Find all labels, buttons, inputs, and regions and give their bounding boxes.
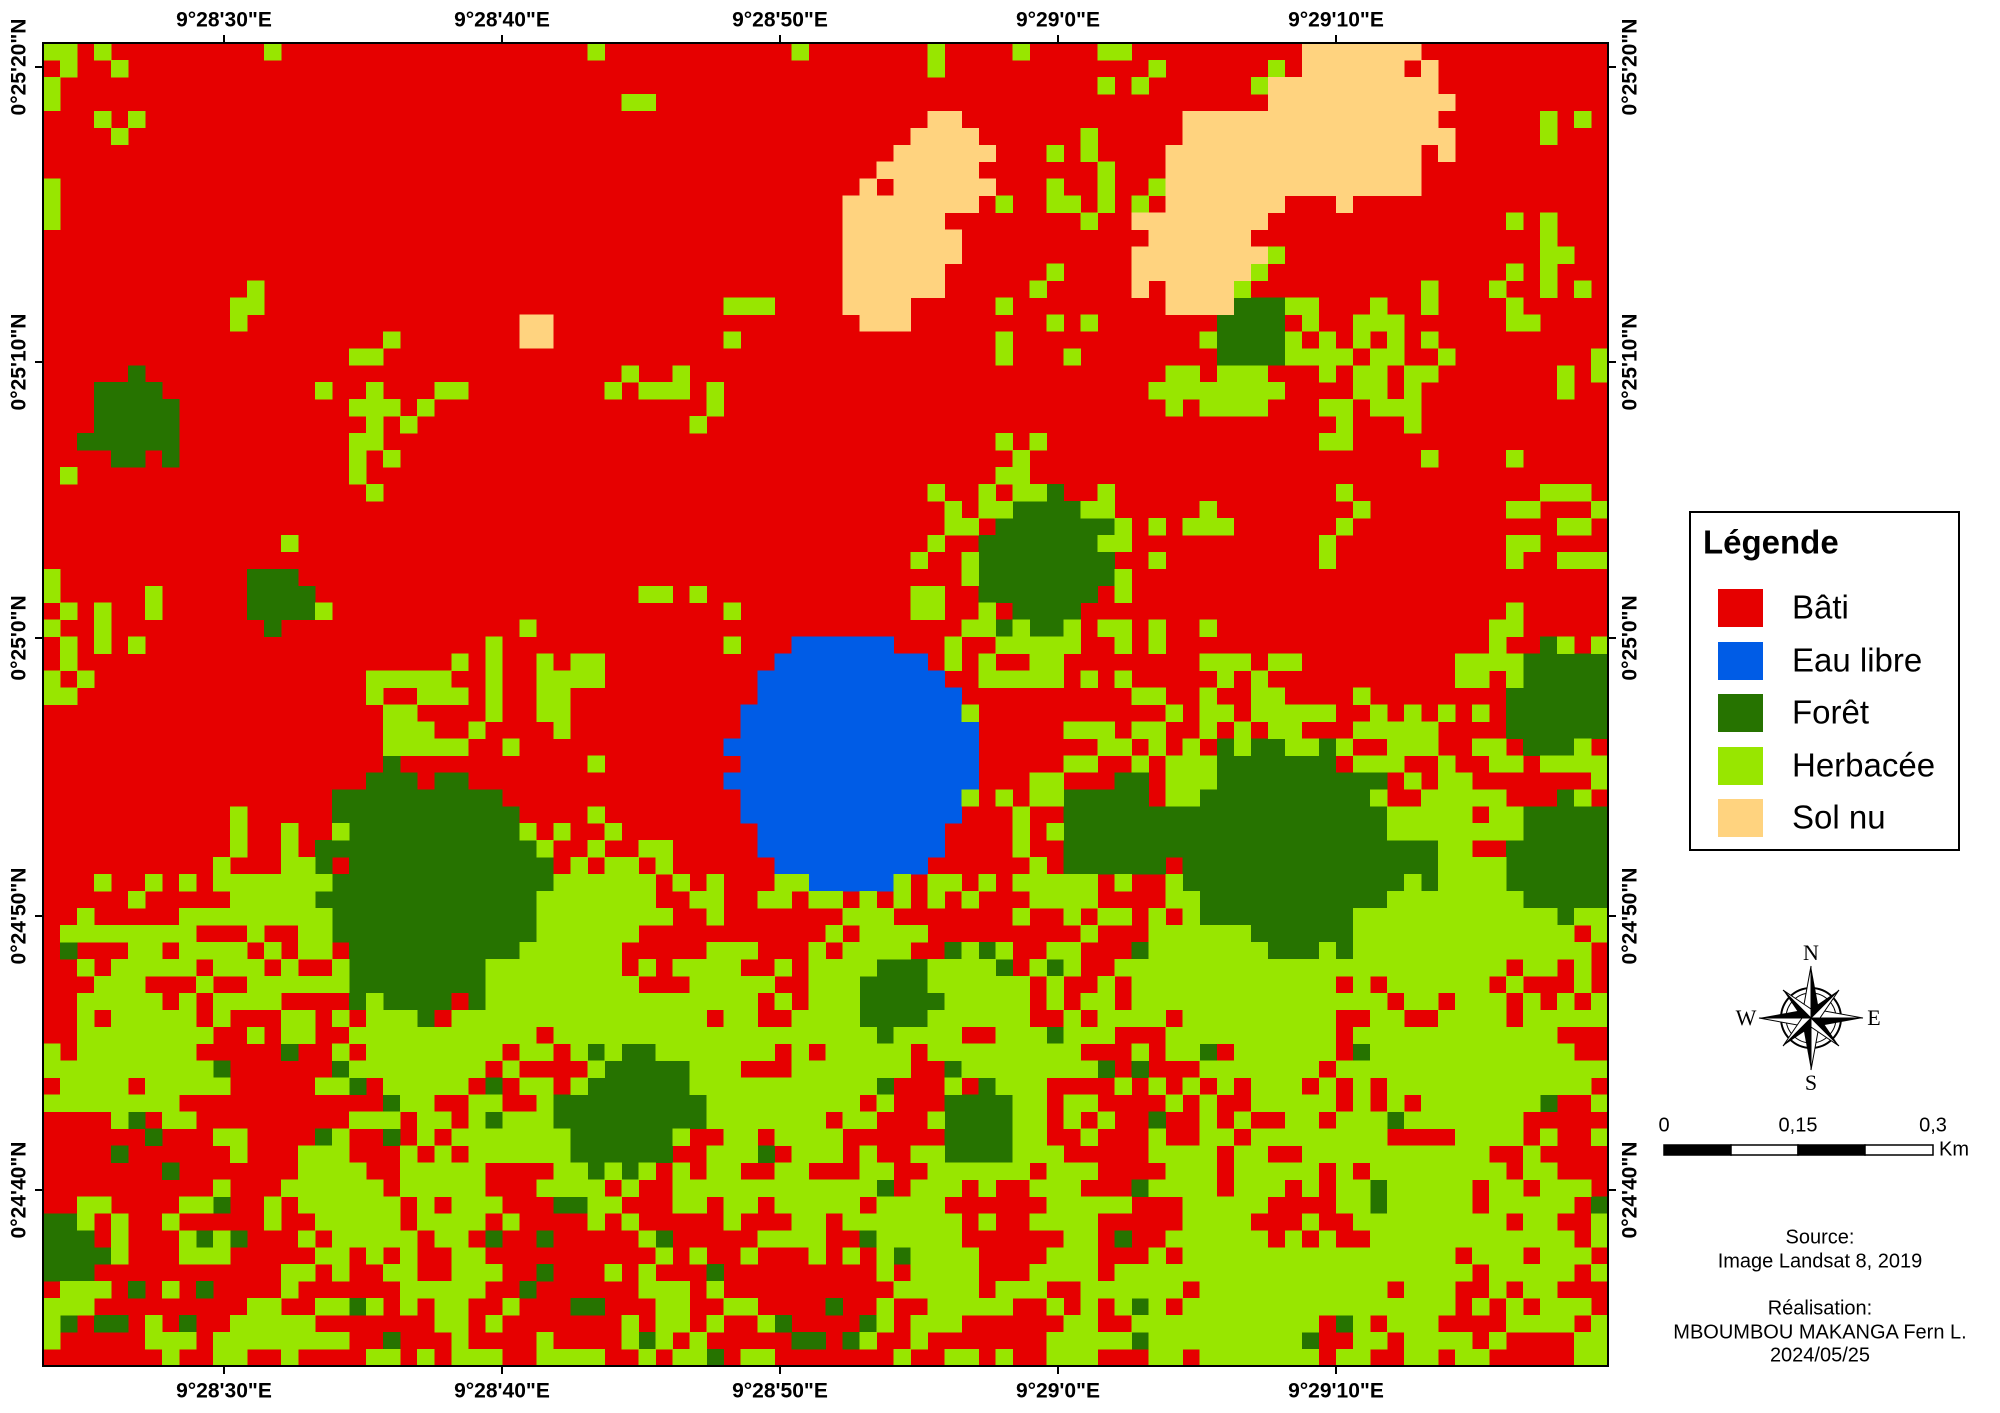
lon-label-top: 9°29'10"E [1288,9,1384,32]
lat-label-left: 0°24'40"N [8,1142,31,1239]
land-cover-raster [43,43,1609,1367]
lon-label-bottom: 9°28'40"E [454,1380,550,1403]
compass-n: N [1803,940,1819,965]
lon-label-bottom: 9°28'50"E [732,1380,828,1403]
source-text: Image Landsat 8, 2019 [1718,1250,1923,1272]
legend-title: Légende [1703,524,1839,561]
lon-label-top: 9°28'30"E [176,9,272,32]
scale-bar [1663,1144,1934,1156]
legend-box [1689,511,1960,851]
lat-label-right: 0°25'10"N [1619,314,1642,411]
lat-label-right: 0°24'40"N [1619,1142,1642,1239]
lat-label-left: 0°25'0"N [8,595,31,680]
cells-foret [43,297,1609,1367]
map-frame [42,42,1609,1367]
source-heading: Source: [1786,1226,1855,1248]
lon-label-bottom: 9°29'0"E [1016,1380,1100,1403]
lat-label-right: 0°25'0"N [1619,595,1642,680]
legend-label: Sol nu [1792,799,1886,836]
scale-unit: Km [1939,1138,1969,1160]
lat-label-right: 0°25'20"N [1619,19,1642,116]
lon-label-bottom: 9°28'30"E [176,1380,272,1403]
legend-swatch [1718,642,1763,680]
cells-eau [723,636,979,892]
lon-label-top: 9°29'0"E [1016,9,1100,32]
legend-swatch [1718,589,1763,627]
legend-swatch [1718,799,1763,837]
scale-label: 0,3 [1919,1114,1947,1136]
scale-label: 0 [1658,1114,1669,1136]
lat-label-left: 0°25'20"N [8,19,31,116]
legend-label: Bâti [1792,589,1849,626]
legend-label: Forêt [1792,694,1869,731]
lat-label-left: 0°25'10"N [8,314,31,411]
cells-sol-nu [519,43,1456,349]
lon-label-bottom: 9°29'10"E [1288,1380,1384,1403]
compass-e: E [1867,1005,1880,1030]
legend-label: Herbacée [1792,747,1935,784]
legend-label: Eau libre [1792,642,1922,679]
scale-label: 0,15 [1779,1114,1818,1136]
compass-star [1758,965,1864,1071]
credits-date: 2024/05/25 [1770,1344,1870,1366]
lat-label-right: 0°24'50"N [1619,868,1642,965]
compass-s: S [1805,1070,1817,1095]
credits-heading: Réalisation: [1768,1297,1873,1319]
compass-w: W [1736,1005,1757,1030]
cells-herbacee [43,43,1609,1367]
lon-label-top: 9°28'40"E [454,9,550,32]
legend-swatch [1718,747,1763,785]
legend-swatch [1718,694,1763,732]
credits-author: MBOUMBOU MAKANGA Fern L. [1673,1321,1966,1343]
lat-label-left: 0°24'50"N [8,868,31,965]
lon-label-top: 9°28'50"E [732,9,828,32]
compass-rose [1758,965,1864,1071]
